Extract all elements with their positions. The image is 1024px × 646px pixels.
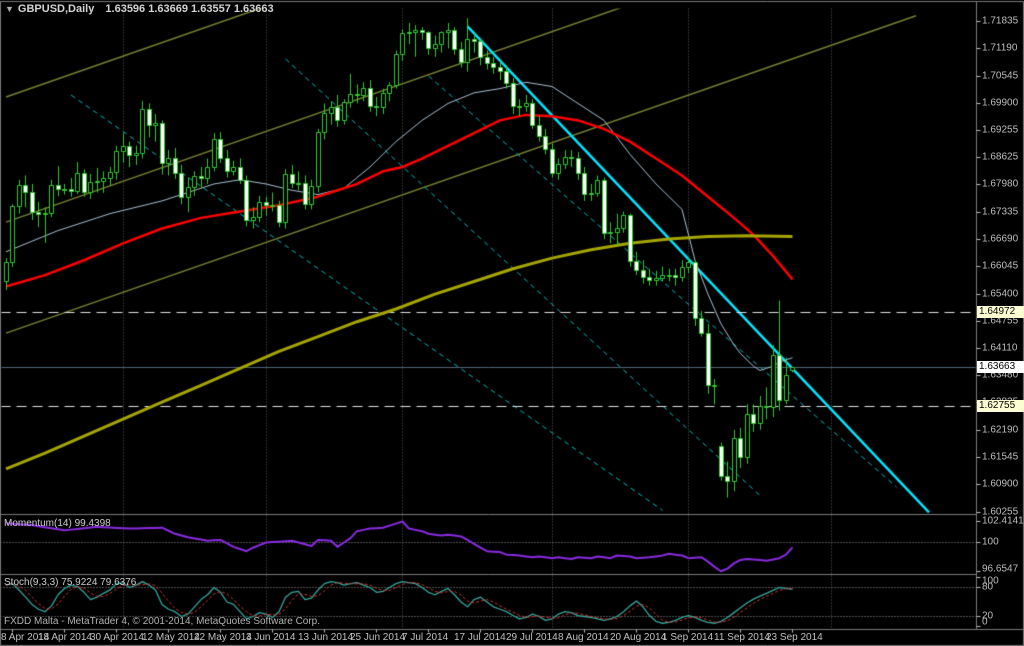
y-axis-tick: 1.71835 — [982, 15, 1019, 27]
x-axis-tick: 8 Aug 2014 — [558, 632, 609, 643]
x-axis-tick: 17 Jul 2014 — [454, 632, 506, 643]
copyright-text: FXDD Malta - MetaTrader 4, © 2001-2014, … — [4, 616, 321, 627]
y-axis-tick: 1.66690 — [982, 233, 1019, 245]
y-axis-tick: 1.63480 — [982, 369, 1019, 381]
level-price-tag: 1.62755 — [977, 399, 1024, 412]
x-axis-tick: 18 Apr 2014 — [38, 632, 92, 643]
y-axis-tick: 1.64755 — [982, 315, 1019, 327]
momentum-axis-tick: 96.6547 — [982, 563, 1019, 575]
y-axis-tick: 1.61545 — [982, 451, 1019, 463]
momentum-axis-tick: 102.4141 — [982, 515, 1024, 527]
x-axis-tick: 25 Jun 2014 — [350, 632, 406, 643]
y-axis-tick: 1.69255 — [982, 124, 1019, 136]
x-axis-tick: 11 Sep 2014 — [714, 632, 770, 643]
ohlc-readout: 1.63596 1.63669 1.63557 1.63663 — [105, 3, 274, 15]
y-axis-tick: 1.62190 — [982, 424, 1019, 436]
y-axis-tick: 1.65400 — [982, 288, 1019, 300]
y-axis-tick: 1.67980 — [982, 178, 1019, 190]
y-axis-tick: 1.71190 — [982, 42, 1018, 54]
chart-title: ▼ GBPUSD,Daily 1.63596 1.63669 1.63557 1.… — [5, 3, 274, 15]
level-price-tag: 1.64972 — [977, 305, 1024, 318]
x-axis-tick: 22 May 2014 — [194, 632, 252, 643]
stochastic-axis-tick: 100 — [982, 575, 999, 587]
stochastic-axis-tick: 80 — [982, 581, 994, 593]
x-axis-tick: 1 Sep 2014 — [662, 632, 714, 643]
momentum-indicator-label: Momentum(14) 99.4398 — [4, 518, 111, 529]
stochastic-indicator-label: Stoch(9,3,3) 75.9224 79.6376 — [4, 577, 137, 588]
x-axis-tick: 3 Jun 2014 — [246, 632, 296, 643]
y-axis-tick: 1.64110 — [982, 342, 1018, 354]
x-axis-tick: 20 Aug 2014 — [610, 632, 667, 643]
stochastic-axis-tick: 20 — [982, 610, 994, 622]
y-axis-tick: 1.69900 — [982, 97, 1019, 109]
y-axis-tick: 1.67335 — [982, 206, 1019, 218]
x-axis-tick: 23 Sep 2014 — [766, 632, 823, 643]
y-axis-tick: 1.60255 — [982, 506, 1019, 518]
y-axis-tick: 1.68625 — [982, 151, 1019, 163]
x-axis-tick: 12 May 2014 — [142, 632, 200, 643]
y-axis-tick: 1.60900 — [982, 478, 1019, 490]
x-axis-tick: 13 Jun 2014 — [298, 632, 354, 643]
y-axis-tick: 1.70545 — [982, 70, 1019, 82]
y-axis-tick: 1.66045 — [982, 260, 1019, 272]
x-axis-tick: 7 Jul 2014 — [402, 632, 449, 643]
symbol-timeframe-label: GBPUSD,Daily — [17, 3, 95, 15]
symbol-dropdown-icon[interactable]: ▼ — [5, 4, 14, 14]
momentum-axis-tick: 100 — [982, 536, 999, 548]
current-price-tag: 1.63663 — [977, 361, 1024, 374]
x-axis-tick: 30 Apr 2014 — [90, 632, 144, 643]
x-axis-tick: 29 Jul 2014 — [506, 632, 558, 643]
stochastic-axis-tick: 0 — [982, 616, 988, 628]
x-axis-tick: 8 Apr 2014 — [1, 632, 50, 643]
